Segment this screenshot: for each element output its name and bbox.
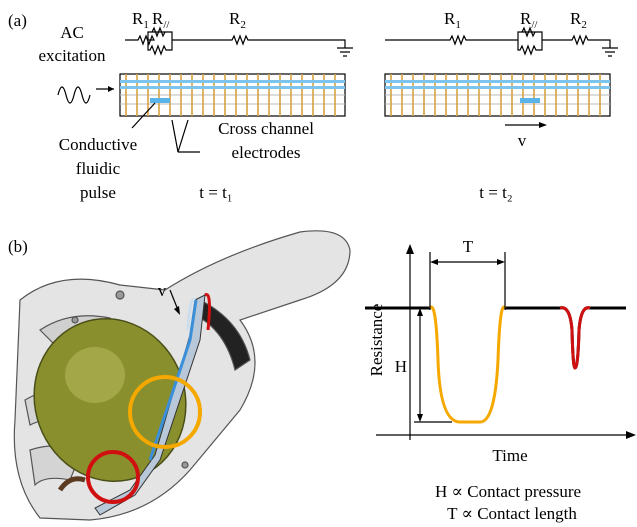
panel-label: (b) bbox=[8, 237, 28, 256]
height-label: H bbox=[395, 357, 407, 376]
pulse-label: fluidic bbox=[76, 159, 121, 178]
resistor-label: R1 bbox=[444, 9, 461, 31]
flow-channel bbox=[120, 80, 345, 83]
resistor-label: R2 bbox=[229, 9, 246, 31]
caption: T ∝ Contact length bbox=[447, 504, 577, 523]
x-axis-title: Time bbox=[492, 446, 527, 465]
electrode-label: electrodes bbox=[232, 143, 301, 162]
excitation-label: excitation bbox=[38, 46, 106, 65]
pulse-label: pulse bbox=[80, 183, 116, 202]
fluidic-pulse bbox=[150, 98, 170, 103]
channels bbox=[120, 74, 610, 116]
velocity-label: v bbox=[158, 281, 167, 300]
pear-highlight bbox=[65, 347, 125, 403]
resistor-label: R2 bbox=[570, 9, 587, 31]
resistor-label: R// bbox=[152, 9, 170, 31]
electrode-label: Cross channel bbox=[218, 119, 314, 138]
velocity-label: v bbox=[518, 131, 527, 150]
excitation-label: AC bbox=[60, 23, 84, 42]
time-label: t = t₁ bbox=[199, 183, 232, 202]
y-axis-title: Resistance bbox=[367, 304, 386, 377]
figure: (a) AC excitation R1 R// R2 R1 R// R2 Co… bbox=[0, 0, 637, 527]
resistor-label: R1 bbox=[132, 9, 149, 31]
sine-wave bbox=[58, 87, 90, 103]
fluidic-pulse bbox=[520, 98, 540, 103]
graph bbox=[365, 244, 636, 440]
width-label: T bbox=[463, 237, 474, 256]
arrowhead bbox=[108, 86, 114, 92]
right-circuit bbox=[385, 28, 618, 56]
resistor-label: R// bbox=[520, 9, 538, 31]
arrowhead bbox=[539, 122, 547, 128]
flow-channel bbox=[120, 86, 345, 89]
left-circuit bbox=[125, 28, 353, 56]
flow-channel bbox=[385, 86, 610, 89]
pointer bbox=[172, 120, 200, 152]
time-label: t = t₂ bbox=[479, 183, 512, 202]
panel-label: (a) bbox=[8, 11, 27, 30]
caption: H ∝ Contact pressure bbox=[435, 482, 581, 501]
pulse-label: Conductive bbox=[59, 135, 137, 154]
flow-channel bbox=[385, 80, 610, 83]
